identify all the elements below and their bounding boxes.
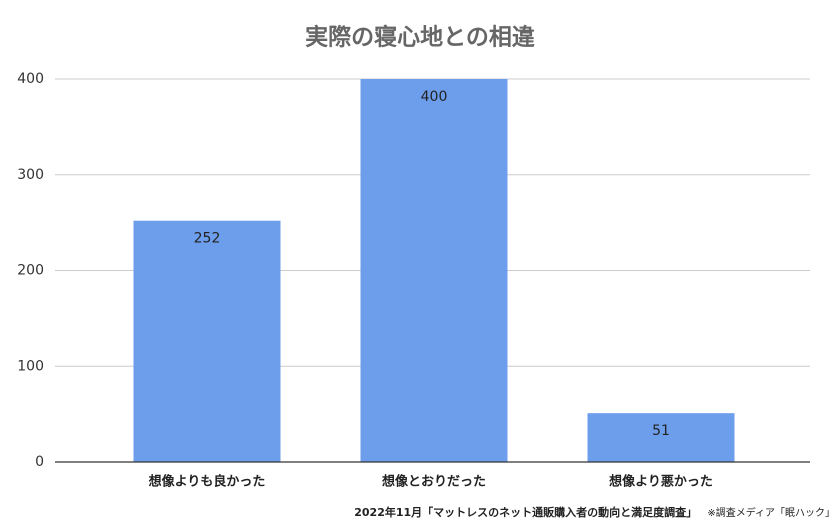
y-tick-label: 0	[35, 454, 44, 470]
data-label: 400	[421, 89, 448, 105]
x-tick-label: 想像よりも良かった	[149, 474, 266, 490]
source: 2022年11月「マットレスのネット通販購入者の動向と満足度調査」	[354, 505, 697, 519]
bar	[360, 79, 508, 462]
footnote: 2022年11月「マットレスのネット通販購入者の動向と満足度調査」 ※調査メディ…	[354, 505, 835, 521]
y-tick-label: 200	[17, 263, 44, 279]
bar	[133, 220, 281, 462]
note: ※調査メディア「眠ハック」	[707, 506, 835, 519]
x-tick-label: 想像とおりだった	[382, 474, 486, 490]
y-tick-label: 100	[17, 358, 44, 374]
chart-title: 実際の寝心地との相違	[305, 24, 535, 51]
data-label: 51	[652, 423, 670, 439]
x-tick-label: 想像より悪かった	[609, 474, 713, 490]
y-tick-label: 300	[17, 167, 44, 183]
bar	[587, 413, 735, 462]
y-tick-label: 400	[17, 71, 44, 87]
data-label: 252	[194, 231, 221, 247]
